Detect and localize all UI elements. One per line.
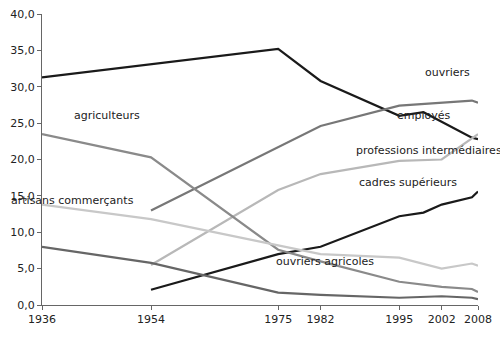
svg-text:40,0: 40,0 (10, 8, 35, 21)
svg-text:20,0: 20,0 (10, 153, 35, 166)
svg-text:10,0: 10,0 (10, 226, 35, 239)
svg-text:professions intermédiaires: professions intermédiaires (356, 144, 500, 157)
svg-text:ouvriers agricoles: ouvriers agricoles (276, 255, 374, 268)
svg-text:35,0: 35,0 (10, 44, 35, 57)
svg-text:1975: 1975 (264, 313, 292, 326)
svg-text:artisans commerçants: artisans commerçants (11, 194, 134, 207)
svg-text:1995: 1995 (385, 313, 413, 326)
svg-text:1954: 1954 (137, 313, 165, 326)
svg-text:employés: employés (397, 109, 451, 122)
svg-text:15,0: 15,0 (10, 190, 35, 203)
svg-text:1982: 1982 (307, 313, 335, 326)
svg-text:30,0: 30,0 (10, 81, 35, 94)
svg-text:2002: 2002 (428, 313, 456, 326)
svg-text:2008: 2008 (464, 313, 492, 326)
svg-text:0,0: 0,0 (17, 299, 35, 312)
svg-text:5,0: 5,0 (17, 262, 35, 275)
svg-text:ouvriers: ouvriers (425, 66, 470, 79)
svg-text:agriculteurs: agriculteurs (74, 109, 140, 122)
svg-text:25,0: 25,0 (10, 117, 35, 130)
svg-text:1936: 1936 (28, 313, 56, 326)
svg-text:cadres supérieurs: cadres supérieurs (359, 176, 457, 189)
